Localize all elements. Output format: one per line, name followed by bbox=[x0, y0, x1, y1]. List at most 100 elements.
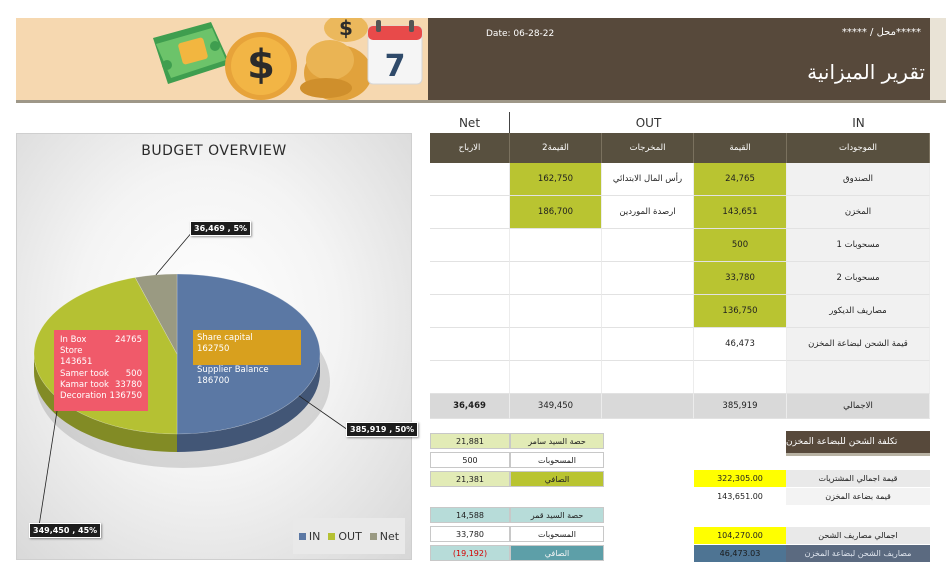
leader-line-in bbox=[298, 395, 349, 431]
cell-out-value: 186,700 bbox=[510, 196, 602, 229]
column-header-profit: الارباح bbox=[430, 133, 510, 163]
info-value: 500 bbox=[125, 368, 142, 379]
chart-legend: IN OUT Net bbox=[293, 518, 405, 554]
report-title: تقرير الميزانية bbox=[807, 60, 925, 84]
share2-value-1: 33,780 bbox=[430, 526, 510, 542]
group-header-net: Net bbox=[458, 116, 481, 130]
column-header-value2: القيمة2 bbox=[510, 133, 602, 163]
out-details-overflow: Supplier Balance 186700 bbox=[193, 365, 273, 387]
info-line: Supplier Balance bbox=[197, 365, 269, 375]
header-shadow bbox=[16, 100, 946, 103]
shipping-label-2: اجمالي مصاريف الشحن bbox=[786, 527, 930, 544]
cell-value: 33,780 bbox=[694, 262, 787, 295]
report-date: Date: 06-28-22 bbox=[486, 29, 555, 39]
info-label: In Box bbox=[60, 335, 87, 345]
svg-text:7: 7 bbox=[385, 49, 406, 84]
share2-label-0: حصة السيد قمر bbox=[510, 507, 604, 523]
group-divider bbox=[509, 112, 510, 133]
legend-label: IN bbox=[308, 529, 321, 543]
cell-profit bbox=[430, 163, 510, 196]
legend-label: Net bbox=[379, 529, 400, 543]
total-in: 385,919 bbox=[694, 394, 787, 419]
info-value: 24765 bbox=[114, 335, 142, 345]
cell-value bbox=[694, 361, 787, 394]
svg-text:$: $ bbox=[247, 42, 275, 88]
cell-out-value bbox=[510, 262, 602, 295]
cell-out-value bbox=[510, 328, 602, 361]
info-line: Share capital bbox=[197, 333, 253, 343]
header-accent-stripe bbox=[930, 18, 946, 100]
leader-line-out bbox=[38, 399, 60, 527]
svg-text:$: $ bbox=[339, 18, 353, 40]
cell-profit bbox=[430, 295, 510, 328]
legend-label: OUT bbox=[338, 529, 362, 543]
cell-profit bbox=[430, 196, 510, 229]
share1-label-1: المسحوبات bbox=[510, 452, 604, 468]
info-label: Decoration bbox=[60, 391, 107, 402]
share1-value-0: 21,881 bbox=[430, 433, 510, 449]
total-out: 349,450 bbox=[510, 394, 602, 419]
share1-value-2: 21,381 bbox=[430, 471, 510, 487]
column-header-assets: الموجودات bbox=[787, 133, 930, 163]
legend-swatch bbox=[369, 532, 377, 540]
cell-value: 24,765 bbox=[694, 163, 787, 196]
total-spacer bbox=[602, 394, 694, 419]
column-header-outflows: المخرجات bbox=[602, 133, 694, 163]
coins-icon: $ bbox=[300, 18, 372, 100]
cell-out-value bbox=[510, 361, 602, 394]
total-label: الاجمالي bbox=[787, 394, 930, 419]
legend-swatch bbox=[328, 532, 336, 540]
shipping-value-3: 46,473.03 bbox=[694, 545, 786, 562]
shipping-title-shadow bbox=[786, 453, 930, 456]
cell-outflow bbox=[602, 229, 694, 262]
data-label-in: 385,919 , 50% bbox=[346, 422, 419, 437]
budget-chart[interactable]: BUDGET OVERVIEW 385,919 , 50% 349,450 , … bbox=[16, 133, 419, 560]
cell-asset: مسحوبات 2 bbox=[787, 262, 930, 295]
info-line: 186700 bbox=[197, 376, 230, 386]
money-bag-icon: $ bbox=[225, 32, 297, 100]
pie-side-in bbox=[177, 354, 320, 452]
cell-outflow: رأس المال الابتدائي bbox=[602, 163, 694, 196]
legend-item-net: Net bbox=[369, 529, 400, 543]
column-header-value: القيمة bbox=[694, 133, 787, 163]
data-label-net: 36,469 , 5% bbox=[190, 221, 252, 236]
cell-outflow bbox=[602, 361, 694, 394]
share2-value-0: 14,588 bbox=[430, 507, 510, 523]
cell-asset: المخزن bbox=[787, 196, 930, 229]
cell-profit bbox=[430, 328, 510, 361]
cash-stack-icon bbox=[153, 22, 230, 84]
share1-label-2: الصافي bbox=[510, 471, 604, 487]
share1-value-1: 500 bbox=[430, 452, 510, 468]
shipping-label-0: قيمة اجمالي المشتريات bbox=[786, 470, 930, 487]
shipping-label-3: مصاريف الشحن لبضاعة المخزن bbox=[786, 545, 930, 562]
share2-value-2: (19,192) bbox=[430, 545, 510, 561]
legend-item-in: IN bbox=[298, 529, 321, 543]
share2-label-2: الصافي bbox=[510, 545, 604, 561]
pie-slice-net bbox=[134, 273, 178, 355]
cell-asset bbox=[787, 361, 930, 394]
total-net: 36,469 bbox=[430, 394, 510, 419]
shipping-label-1: قيمة بضاعة المخزن bbox=[786, 488, 930, 505]
info-value: 33780 bbox=[114, 379, 142, 390]
info-label: Store bbox=[60, 346, 83, 357]
cell-value: 46,473 bbox=[694, 328, 787, 361]
cell-value: 500 bbox=[694, 229, 787, 262]
info-value: 136750 bbox=[109, 391, 142, 402]
cell-asset: الصندوق bbox=[787, 163, 930, 196]
shipping-value-2: 104,270.00 bbox=[694, 527, 786, 544]
cell-asset: قيمة الشحن لبضاعة المخزن bbox=[787, 328, 930, 361]
group-header-in: IN bbox=[852, 116, 865, 130]
calendar-icon: 7 bbox=[367, 20, 423, 85]
cell-asset: مسحوبات 1 bbox=[787, 229, 930, 262]
cell-outflow: ارصدة الموردين bbox=[602, 196, 694, 229]
share1-label-0: حصة السيد سامر bbox=[510, 433, 604, 449]
shop-name: *****محل / ***** bbox=[841, 27, 921, 38]
in-details-box: In Box 24765 Store 143651 Samer took 500 K… bbox=[54, 330, 148, 411]
cell-profit bbox=[430, 229, 510, 262]
info-label: 143651 bbox=[60, 357, 93, 368]
cell-outflow bbox=[602, 262, 694, 295]
cell-out-value: 162,750 bbox=[510, 163, 602, 196]
legend-item-out: OUT bbox=[328, 529, 362, 543]
legend-swatch bbox=[298, 532, 306, 540]
